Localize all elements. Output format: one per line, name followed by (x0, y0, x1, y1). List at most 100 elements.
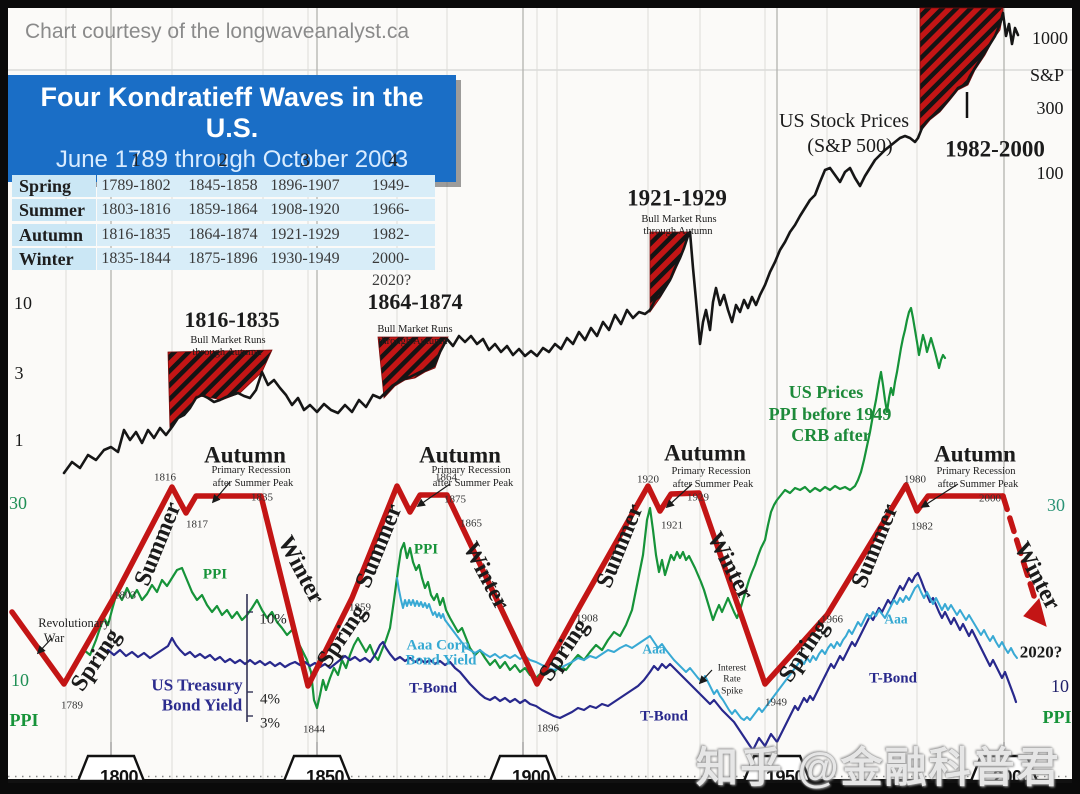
annotation-label: T-Bond (640, 708, 688, 725)
table-period-cell: 1896-1907 (270, 177, 340, 194)
annotation-label: after Summer Peak (937, 478, 1019, 490)
annotation-label: through Autumn (643, 225, 713, 237)
winter-forecast-arrowhead (1023, 597, 1047, 627)
annotation-label: Bond Yield (405, 652, 477, 669)
table-season-label: Spring (12, 175, 96, 197)
winter-forecast-dashed-arrow (1000, 493, 1037, 599)
annotation-label: Aaa (884, 611, 908, 627)
chart-subtitle: June 1789 through October 2003 (55, 146, 409, 173)
seasons-table: 1 2 3 4 Spring 1789-1802 1845-1858 1896-1907 194… (12, 142, 442, 289)
year-label: 1864 (435, 471, 457, 484)
right-axis-label: PPI (1042, 707, 1072, 727)
annotation-label: after Summer Peak (432, 477, 514, 489)
year-box (742, 754, 812, 783)
yield-scale-bar (246, 594, 253, 722)
annotation-label: Primary Recession (211, 464, 291, 476)
annotation-label: US Treasury (151, 675, 243, 695)
table-col-header: 1 (131, 150, 141, 171)
annotation-label: US Prices (788, 382, 864, 402)
annotation-label: Interest (717, 663, 747, 674)
left-axis-label: 3% (260, 715, 280, 732)
title-box: Four Kondratieff Waves in the U.S. June … (8, 75, 456, 182)
annotation-label: T-Bond (409, 680, 457, 697)
annotation-label: Primary Recession (936, 465, 1016, 477)
table-season-label: Summer (12, 199, 96, 222)
year-label: 2000 (979, 492, 1001, 505)
annotation-label: Bond Yield (161, 695, 243, 715)
year-box (488, 754, 558, 783)
table-period-cell: 1864-1874 (188, 225, 258, 243)
year-label: 1835 (251, 491, 273, 504)
year-label: 1920 (637, 473, 659, 486)
year-label: 1844 (303, 723, 325, 736)
right-axis-label: S&P (1029, 65, 1065, 85)
season-label-autumn: Autumn (934, 441, 1016, 467)
annotation-label: Aaa Corp (406, 637, 470, 654)
year-label: 1859 (349, 601, 371, 614)
ppi-line (76, 306, 947, 710)
stock-line (62, 11, 1020, 475)
annotation-label: PPI (413, 541, 439, 558)
annotation-arrows (36, 92, 969, 685)
x-axis (8, 742, 1072, 783)
chart-title: Four Kondratieff Waves in the U.S. (40, 82, 424, 143)
x-axis-year-label: 1850 (305, 767, 345, 787)
right-axis-label: 1000 (1032, 28, 1068, 48)
table-period-cell: 1859-1864 (188, 201, 258, 219)
table-period-cell: 1803-1816 (101, 201, 171, 219)
season-label-autumn: Autumn (204, 442, 286, 468)
table-period-cell: 1930-1949 (270, 249, 340, 267)
courtesy-note: Chart courtesy of the longwaveanalyst.ca (25, 20, 410, 43)
year-label: 1949 (765, 696, 787, 709)
annotation-label: 1921-1929 (627, 185, 727, 211)
annotation-label: Bull Market Runs (190, 334, 266, 346)
left-axis-label: 10% (259, 611, 287, 628)
annotation-label: Bull Market Runs (377, 323, 453, 335)
table-season-label: Autumn (12, 223, 96, 246)
annotation-label: Revolutionary (38, 615, 110, 630)
year-label: 1896 (537, 722, 559, 735)
annotation-label: PPI before 1949 (768, 404, 892, 424)
table-period-cell: 1875-1896 (188, 249, 258, 267)
year-label: 1789 (61, 699, 83, 712)
annotation-label: Rate (723, 674, 741, 685)
left-axis-label: 10 (11, 670, 29, 690)
year-label: 1966 (821, 613, 843, 626)
year-label: 1875 (444, 493, 466, 506)
x-axis-year-label: 1950 (765, 767, 805, 787)
table-period-cell: 1835-1844 (101, 249, 171, 267)
kondratieff-wave (9, 482, 1047, 689)
year-label: 1803 (114, 589, 136, 602)
x-axis-year-label: 2000 (992, 767, 1032, 787)
aaa-line (396, 577, 1018, 721)
annotation-label: US Stock Prices (779, 110, 909, 132)
table-period-cell: 1921-1929 (270, 225, 340, 243)
year-label: 1817 (186, 518, 208, 531)
table-col-header: 3 (300, 150, 310, 171)
annotation-label: after Summer Peak (212, 477, 294, 489)
annotation-label: 1816-1835 (184, 307, 280, 332)
left-axis-label: 3 (14, 363, 24, 383)
annotation-label: PPI (202, 566, 228, 583)
annotation-label: 1864-1874 (367, 289, 463, 314)
year-label: 2020? (1019, 642, 1063, 662)
annotation-label: through Autumn (378, 335, 448, 347)
tbond-line (106, 571, 1018, 752)
table-period-cell: 1816-1835 (101, 225, 171, 243)
left-axis-label: 1 (14, 430, 24, 450)
right-axis-label: 30 (1047, 495, 1065, 515)
annotation-label: Bull Market Runs (641, 213, 717, 225)
season-label-autumn: Autumn (419, 442, 501, 468)
left-axis-label: 4% (260, 691, 280, 708)
annotation-label: Spike (721, 686, 743, 697)
chart-paper: Chart courtesy of the longwaveanalyst.ca… (8, 7, 1072, 791)
x-axis-year-label: 1800 (99, 767, 139, 787)
table-col-header: 2 (218, 150, 228, 171)
table-period-cell: 1789-1802 (101, 177, 171, 194)
year-label: 1865 (460, 517, 482, 530)
annotation-label: through Autumn (192, 346, 262, 358)
